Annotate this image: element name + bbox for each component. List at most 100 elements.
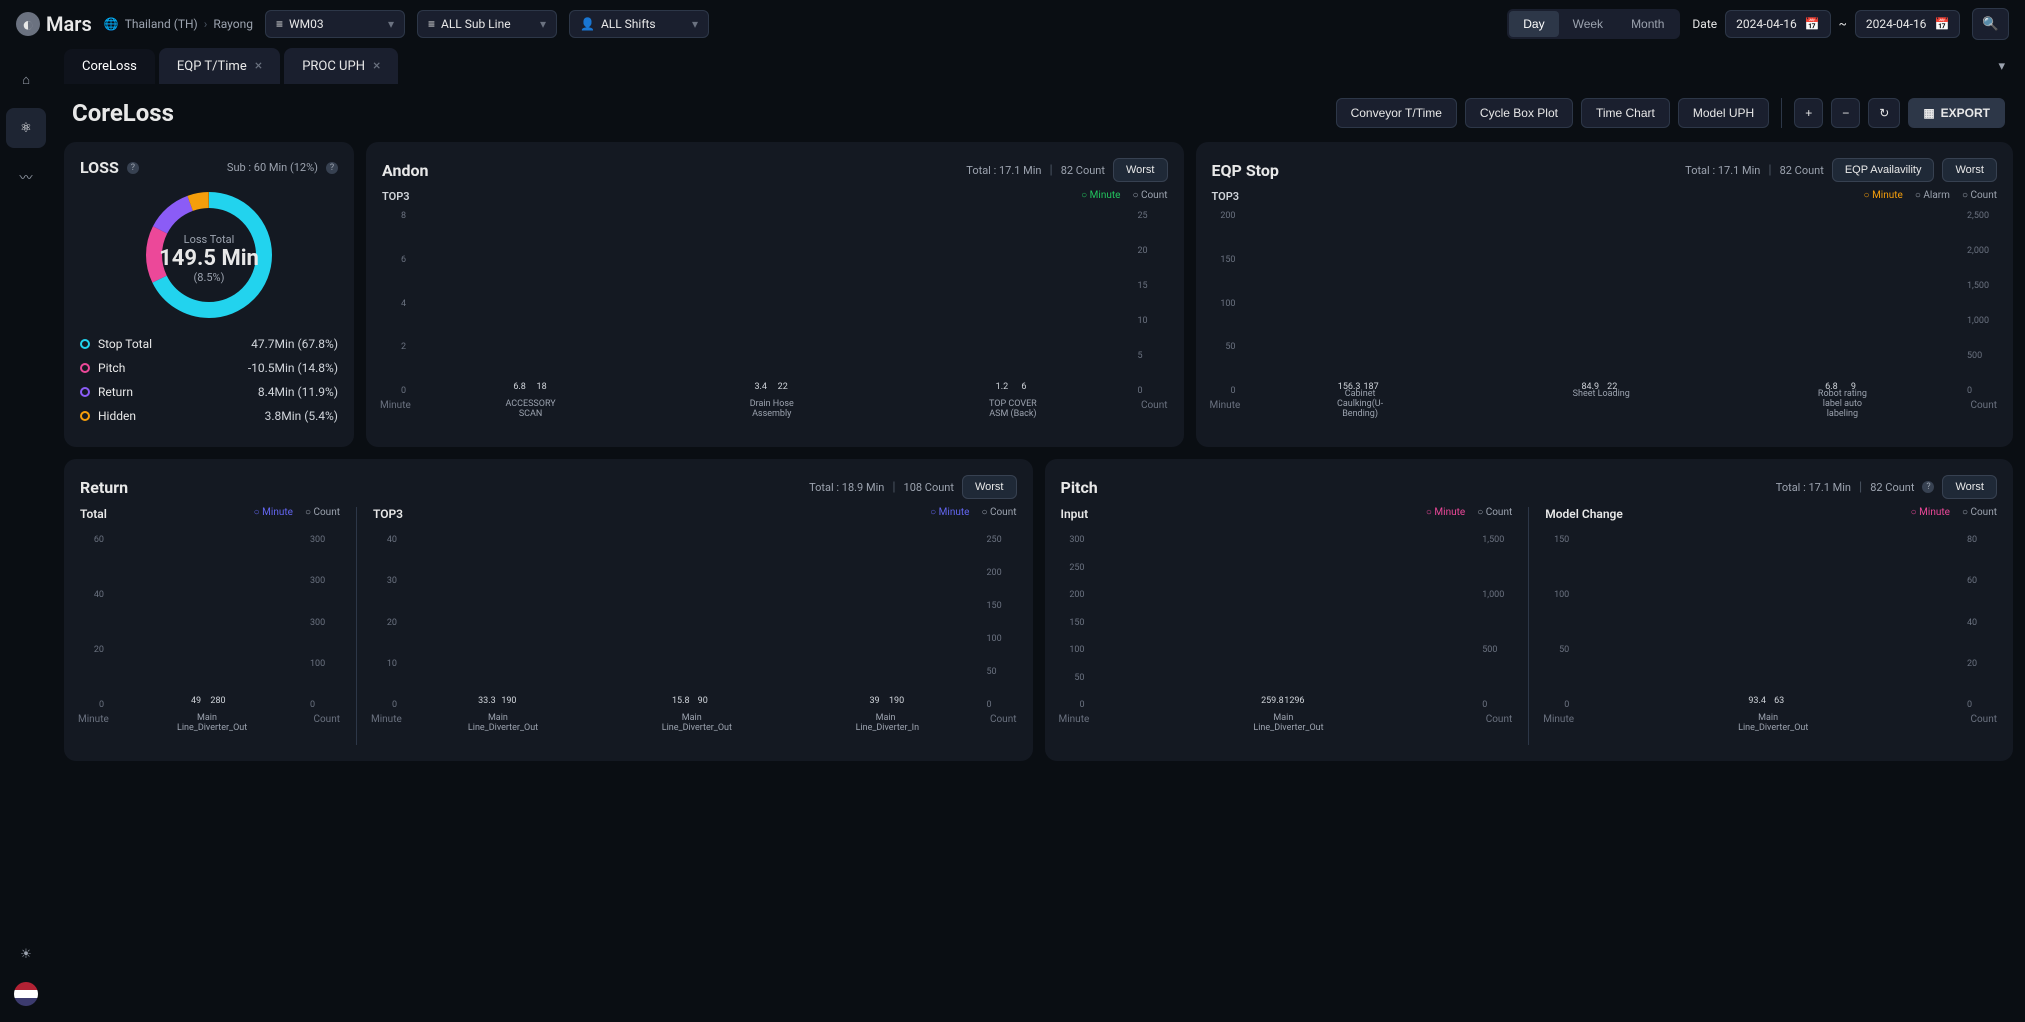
calendar-icon: 📅 [1805,17,1820,31]
loss-sub: Sub : 60 Min (12%) [227,161,318,174]
pitch-input-chart: 3002502001501005001,5001,0005000 259.8 1… [1061,535,1513,745]
btn-model-uph[interactable]: Model UPH [1678,98,1769,128]
eqp-chart: 2001501005002,5002,0001,5001,0005000 156… [1212,211,1998,431]
eqp-count: 82 Count [1780,164,1824,177]
legend-minute: Minute [1911,507,1950,527]
refresh-icon: ↻ [1879,106,1889,120]
legend-count: Count [305,507,340,527]
legend-count: Count [1132,190,1167,203]
logo-icon: ◐ [16,12,40,36]
legend-minute: Minute [1864,190,1903,203]
legend-alarm: Alarm [1915,190,1950,203]
sun-icon: ☀ [20,947,32,962]
btn-time-chart[interactable]: Time Chart [1581,98,1670,128]
sidebar-atom[interactable]: ⚛ [6,108,46,148]
sidebar-chart[interactable]: 〰 [6,156,46,196]
eqp-avail-btn[interactable]: EQP Availavility [1832,158,1935,182]
date-to-input[interactable]: 2024-04-16 📅 [1855,10,1961,38]
tab-label: CoreLoss [82,59,137,74]
andon-title: Andon [382,161,428,180]
andon-count: 82 Count [1061,164,1105,177]
legend-row: Hidden 3.8Min (5.4%) [80,409,338,423]
close-icon[interactable]: × [373,58,380,74]
date-from-input[interactable]: 2024-04-16 📅 [1725,10,1831,38]
line-select[interactable]: ≡ WM03 ▾ [265,10,405,38]
sidebar-home[interactable]: ⌂ [6,60,46,100]
home-icon: ⌂ [22,72,30,88]
legend-count: Count [1962,507,1997,527]
shift-value: ALL Shifts [601,17,656,31]
btn-cycle-box[interactable]: Cycle Box Plot [1465,98,1573,128]
tabs: CoreLoss EQP T/Time × PROC UPH × ▾ [64,48,2013,84]
page-header: CoreLoss Conveyor T/Time Cycle Box Plot … [64,84,2013,142]
pitch-input-label: Input [1061,507,1089,521]
tab-proc-uph[interactable]: PROC UPH × [284,48,398,84]
date-range: Date 2024-04-16 📅 ~ 2024-04-16 📅 [1692,10,1960,38]
eqp-top3: TOP3 [1212,190,1240,203]
close-icon[interactable]: × [255,58,262,74]
chart-icon: 〰 [19,167,32,186]
eqp-total: Total : 17.1 Min [1685,164,1760,177]
donut-label: Loss Total [159,233,259,246]
subline-value: ALL Sub Line [441,17,511,31]
legend-row: Return 8.4Min (11.9%) [80,385,338,399]
crumb-site: Rayong [213,17,253,31]
andon-worst-btn[interactable]: Worst [1113,158,1168,182]
andon-total: Total : 17.1 Min [966,164,1041,177]
shift-select[interactable]: 👤 ALL Shifts ▾ [569,10,709,38]
brand-text: Mars [46,12,92,36]
chevron-down-icon: ▾ [1998,59,2005,74]
tab-coreloss[interactable]: CoreLoss [64,49,155,84]
pitch-count: 82 Count [1870,481,1914,494]
help-icon[interactable]: ? [127,162,139,174]
chevron-right-icon: › [204,17,208,31]
return-worst-btn[interactable]: Worst [962,475,1017,499]
pitch-worst-btn[interactable]: Worst [1942,475,1997,499]
legend-dot [80,387,90,397]
view-month[interactable]: Month [1617,11,1678,37]
legend-name: Hidden [98,409,136,423]
loss-title: LOSS [80,158,119,177]
pitch-model-label: Model Change [1545,507,1623,521]
export-label: EXPORT [1941,106,1990,120]
sidebar-locale[interactable] [14,982,38,1006]
globe-icon: 🌐 [104,17,119,31]
btn-plus[interactable]: + [1794,98,1823,128]
user-icon: 👤 [580,17,595,31]
date-label: Date [1692,17,1717,31]
card-return: Return Total : 18.9 Min | 108 Count Wors… [64,459,1033,761]
subline-select[interactable]: ≡ ALL Sub Line ▾ [417,10,557,38]
eqp-worst-btn[interactable]: Worst [1942,158,1997,182]
view-day[interactable]: Day [1509,11,1558,37]
help-icon[interactable]: ? [326,162,338,174]
legend-value: 8.4Min (11.9%) [258,385,338,399]
btn-refresh[interactable]: ↻ [1868,98,1900,128]
return-total-legend: Minute Count [254,507,340,527]
chevron-down-icon: ▾ [540,17,546,31]
tab-eqp-ttime[interactable]: EQP T/Time × [159,48,280,84]
legend-dot [80,411,90,421]
return-total: Total : 18.9 Min [809,481,884,494]
pitch-input-legend: Minute Count [1426,507,1512,527]
donut-pct: (8.5%) [159,271,259,284]
view-week[interactable]: Week [1559,11,1617,37]
btn-conveyor[interactable]: Conveyor T/Time [1336,98,1457,128]
search-button[interactable]: 🔍 [1972,8,2009,40]
tabs-expand[interactable]: ▾ [1990,51,2013,82]
help-icon[interactable]: ? [1922,481,1934,493]
legend-value: 47.7Min (67.8%) [251,337,338,351]
page-title: CoreLoss [72,99,174,127]
return-total-label: Total [80,507,107,521]
legend-row: Stop Total 47.7Min (67.8%) [80,337,338,351]
return-count: 108 Count [904,481,954,494]
sidebar-theme[interactable]: ☀ [6,934,46,974]
legend-value: 3.8Min (5.4%) [265,409,338,423]
btn-export[interactable]: ▦ EXPORT [1908,98,2005,128]
return-top3-legend: Minute Count [930,507,1016,527]
btn-minus[interactable]: − [1831,98,1860,128]
legend-name: Return [98,385,133,399]
search-icon: 🔍 [1982,16,1999,31]
pitch-model-legend: Minute Count [1911,507,1997,527]
legend-minute: Minute [1426,507,1465,527]
legend-row: Pitch -10.5Min (14.8%) [80,361,338,375]
